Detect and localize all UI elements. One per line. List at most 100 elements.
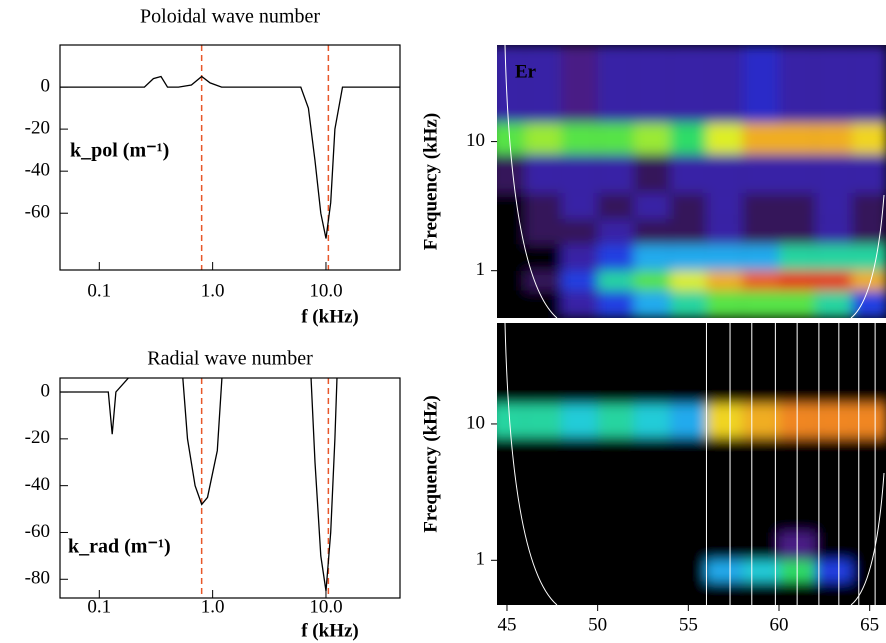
- heatmap-cell: [742, 560, 780, 582]
- heatmap-cell: [815, 244, 852, 271]
- y-tick-label: 1: [476, 259, 486, 280]
- heatmap-cell: [851, 122, 886, 155]
- heatmap-cell: [851, 404, 886, 438]
- heatmap-cell: [706, 437, 743, 533]
- x-tick-label: 65: [860, 614, 879, 635]
- heatmap-cell: [851, 290, 886, 318]
- heatmap-cell: [497, 270, 526, 291]
- heatmap-cell: [597, 290, 634, 318]
- heatmap-cell: [597, 323, 634, 405]
- heatmap-cell: [815, 437, 852, 533]
- heatmap-cell: [497, 154, 526, 193]
- heatmap-cell: [597, 219, 634, 245]
- heatmap-cell: [706, 154, 743, 193]
- heatmap-cell: [670, 290, 707, 318]
- heatmap-cell: [779, 45, 816, 123]
- heatmap-cell: [706, 323, 743, 405]
- heatmap-cell: [525, 244, 562, 271]
- y-tick-label: -60: [25, 521, 50, 542]
- x-tick-label: 55: [679, 614, 698, 635]
- heatmap-cell: [525, 581, 562, 605]
- heatmap-cell: [670, 437, 707, 533]
- y-tick-label: 10: [466, 412, 485, 433]
- heatmap-cell: [670, 560, 707, 582]
- heatmap-cell: [779, 154, 816, 193]
- heatmap-cell: [633, 581, 671, 605]
- heatmap-cell: [633, 154, 671, 193]
- y-tick-label: -20: [25, 117, 50, 138]
- heatmap-cell: [706, 270, 743, 291]
- heatmap-cell: [779, 290, 816, 318]
- heatmap-cell: [742, 532, 780, 561]
- heatmap-cell: [525, 323, 562, 405]
- heatmap-cell: [815, 323, 852, 405]
- heatmap-cell: [597, 270, 634, 291]
- heatmap-cell: [670, 270, 707, 291]
- heatmap-cell: [497, 219, 526, 245]
- heatmap-cell: [706, 290, 743, 318]
- heatmap-cell: [670, 323, 707, 405]
- heatmap-cell: [561, 581, 598, 605]
- y-axis-label: Frequency (kHz): [420, 395, 441, 532]
- heatmap-cell: [597, 532, 634, 561]
- heatmap-cell: [633, 437, 671, 533]
- heatmap-cell: [525, 560, 562, 582]
- heatmap-cell: [525, 154, 562, 193]
- x-tick-label: 0.1: [87, 280, 111, 301]
- heatmap-cell: [779, 219, 816, 245]
- y-tick-label: -20: [25, 427, 50, 448]
- heatmap-cell: [597, 560, 634, 582]
- heatmap-cell: [633, 323, 671, 405]
- heatmap-cell: [706, 192, 743, 220]
- heatmap-cell: [851, 270, 886, 291]
- heatmap-cell: [742, 192, 780, 220]
- plot-area: [497, 45, 886, 318]
- heatmap-cell: [742, 45, 780, 123]
- heatmap-cell: [633, 219, 671, 245]
- heatmap-cell: [597, 45, 634, 123]
- heatmap-cell: [706, 560, 743, 582]
- heatmap-cell: [670, 581, 707, 605]
- heatmap: [497, 45, 886, 318]
- x-tick-label: 50: [588, 614, 607, 635]
- y-tick-label: -40: [25, 474, 50, 495]
- heatmap-cell: [742, 323, 780, 405]
- panel-label: Er: [515, 61, 537, 82]
- heatmap-cell: [706, 404, 743, 438]
- heatmap-cell: [706, 219, 743, 245]
- heatmap-cell: [815, 581, 852, 605]
- heatmap-cell: [851, 437, 886, 533]
- heatmap-cell: [525, 219, 562, 245]
- x-tick-label: 1.0: [201, 280, 225, 301]
- heatmap-cell: [815, 154, 852, 193]
- plot-frame: [59, 377, 401, 599]
- heatmap-cell: [561, 290, 598, 318]
- heatmap-cell: [497, 581, 526, 605]
- heatmap-cell: [525, 404, 562, 438]
- heatmap-cell: [706, 532, 743, 561]
- heatmap-cell: [597, 244, 634, 271]
- annotation: k_rad (m⁻¹): [68, 536, 171, 558]
- heatmap-cell: [779, 270, 816, 291]
- heatmap-cell: [815, 122, 852, 155]
- y-tick-label: 10: [466, 130, 485, 151]
- heatmap-cell: [561, 437, 598, 533]
- heatmap-cell: [497, 532, 526, 561]
- plot-area: [60, 45, 400, 270]
- heatmap-cell: [633, 45, 671, 123]
- heatmap-cell: [561, 122, 598, 155]
- plot-area: [497, 323, 886, 605]
- heatmap-cell: [670, 122, 707, 155]
- y-tick-label: -40: [25, 160, 50, 181]
- heatmap-cell: [597, 192, 634, 220]
- heatmap-cell: [815, 532, 852, 561]
- heatmap-cell: [706, 581, 743, 605]
- heatmap: [497, 323, 886, 605]
- heatmap-cell: [851, 192, 886, 220]
- heatmap-cell: [497, 192, 526, 220]
- heatmap-cell: [779, 192, 816, 220]
- heatmap-cell: [561, 532, 598, 561]
- heatmap-cell: [815, 192, 852, 220]
- y-tick-label: 0: [41, 380, 51, 401]
- cone-of-influence: [504, 45, 558, 318]
